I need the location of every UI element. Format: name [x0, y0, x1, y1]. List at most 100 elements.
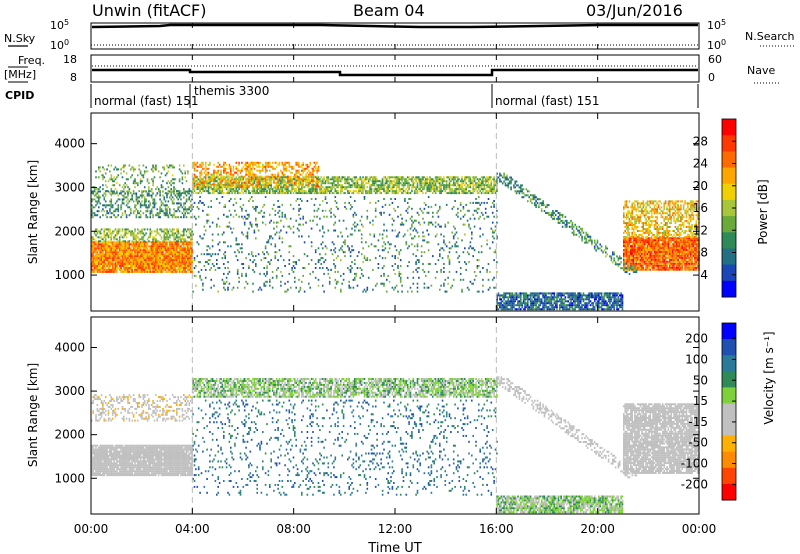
heatmap-cell	[426, 186, 428, 189]
heatmap-cell	[405, 180, 408, 183]
heatmap-cell	[117, 243, 120, 246]
heatmap-cell	[250, 178, 253, 181]
heatmap-cell	[124, 267, 126, 269]
heatmap-cell	[127, 194, 129, 197]
heatmap-cell	[116, 270, 118, 273]
heatmap-cell	[475, 176, 477, 179]
heatmap-cell	[328, 209, 331, 212]
heatmap-cell	[128, 230, 131, 233]
heatmap-cell	[142, 174, 145, 177]
heatmap-cell	[139, 253, 142, 256]
heatmap-cell	[461, 186, 463, 189]
heatmap-cell	[156, 270, 159, 273]
heatmap-cell	[440, 225, 442, 228]
heatmap-cell	[104, 267, 107, 269]
heatmap-cell	[183, 202, 185, 205]
heatmap-cell	[177, 190, 179, 193]
heatmap-cell	[125, 251, 128, 254]
heatmap-cell	[249, 171, 252, 174]
heatmap-cell	[284, 265, 286, 267]
heatmap-cell	[150, 178, 153, 181]
heatmap-cell	[397, 233, 399, 236]
heatmap-cell	[289, 177, 292, 180]
heatmap-cell	[363, 196, 366, 198]
heatmap-cell	[305, 192, 307, 195]
heatmap-cell	[157, 249, 160, 252]
heatmap-cell	[370, 180, 373, 183]
heatmap-cell	[167, 247, 170, 250]
heatmap-cell	[223, 169, 225, 172]
heatmap-cell	[181, 261, 184, 264]
heatmap-cell	[223, 185, 225, 188]
heatmap-cell	[294, 188, 296, 191]
heatmap-cell	[98, 230, 100, 233]
heatmap-cell	[443, 249, 445, 252]
heatmap-cell	[271, 276, 274, 279]
heatmap-cell	[319, 203, 321, 206]
heatmap-cell	[241, 274, 243, 277]
heatmap-cell	[397, 290, 399, 293]
heatmap-cell	[411, 188, 413, 191]
heatmap-cell	[193, 179, 196, 182]
heatmap-cell	[166, 255, 168, 258]
heatmap-cell	[238, 280, 240, 283]
heatmap-cell	[369, 201, 371, 204]
heatmap-cell	[127, 232, 129, 235]
heatmap-cell	[360, 192, 363, 195]
heatmap-cell	[308, 182, 310, 185]
heatmap-cell	[111, 261, 114, 264]
heatmap-cell	[243, 186, 246, 189]
heatmap-cell	[171, 202, 174, 205]
heatmap-cell	[107, 204, 110, 207]
heatmap-cell	[173, 253, 175, 256]
heatmap-cell	[372, 223, 374, 226]
heatmap-cell	[291, 171, 293, 174]
heatmap-cell	[228, 173, 231, 176]
heatmap-cell	[347, 192, 349, 195]
heatmap-cell	[114, 238, 117, 241]
heatmap-cell	[416, 259, 419, 262]
heatmap-cell	[486, 178, 488, 181]
heatmap-cell	[280, 177, 282, 180]
heatmap-cell	[241, 182, 243, 185]
heatmap-cell	[432, 186, 434, 189]
heatmap-cell	[415, 186, 417, 189]
heatmap-cell	[98, 245, 100, 248]
heatmap-cell	[291, 268, 293, 271]
heatmap-cell	[157, 245, 160, 248]
heatmap-cell	[308, 192, 310, 195]
heatmap-cell	[162, 268, 164, 271]
heatmap-cell	[299, 165, 302, 168]
heatmap-cell	[263, 190, 265, 193]
heatmap-cell	[312, 184, 314, 187]
heatmap-cell	[206, 245, 208, 248]
heatmap-cell	[127, 247, 129, 250]
heatmap-cell	[181, 236, 184, 239]
heatmap-cell	[131, 243, 133, 246]
heatmap-cell	[253, 175, 256, 178]
heatmap-cell	[408, 245, 410, 248]
heatmap-cell	[195, 180, 197, 183]
heatmap-cell	[141, 232, 143, 235]
heatmap-cell	[257, 211, 260, 214]
heatmap-cell	[391, 217, 394, 220]
heatmap-cell	[183, 257, 185, 260]
heatmap-cell	[348, 192, 350, 195]
heatmap-cell	[103, 261, 106, 264]
heatmap-cell	[138, 245, 140, 248]
heatmap-cell	[152, 182, 154, 185]
heatmap-cell	[167, 236, 170, 239]
heatmap-cell	[113, 214, 115, 217]
heatmap-cell	[405, 182, 408, 185]
heatmap-cell	[252, 205, 254, 208]
heatmap-cell	[221, 177, 224, 180]
heatmap-cell	[162, 166, 164, 169]
heatmap-cell	[308, 188, 310, 191]
heatmap-cell	[178, 263, 181, 265]
heatmap-cell	[420, 186, 423, 189]
heatmap-cell	[121, 259, 124, 262]
heatmap-cell	[116, 168, 118, 171]
heatmap-cell	[472, 180, 474, 183]
heatmap-cell	[150, 265, 153, 267]
heatmap-cell	[203, 176, 206, 179]
